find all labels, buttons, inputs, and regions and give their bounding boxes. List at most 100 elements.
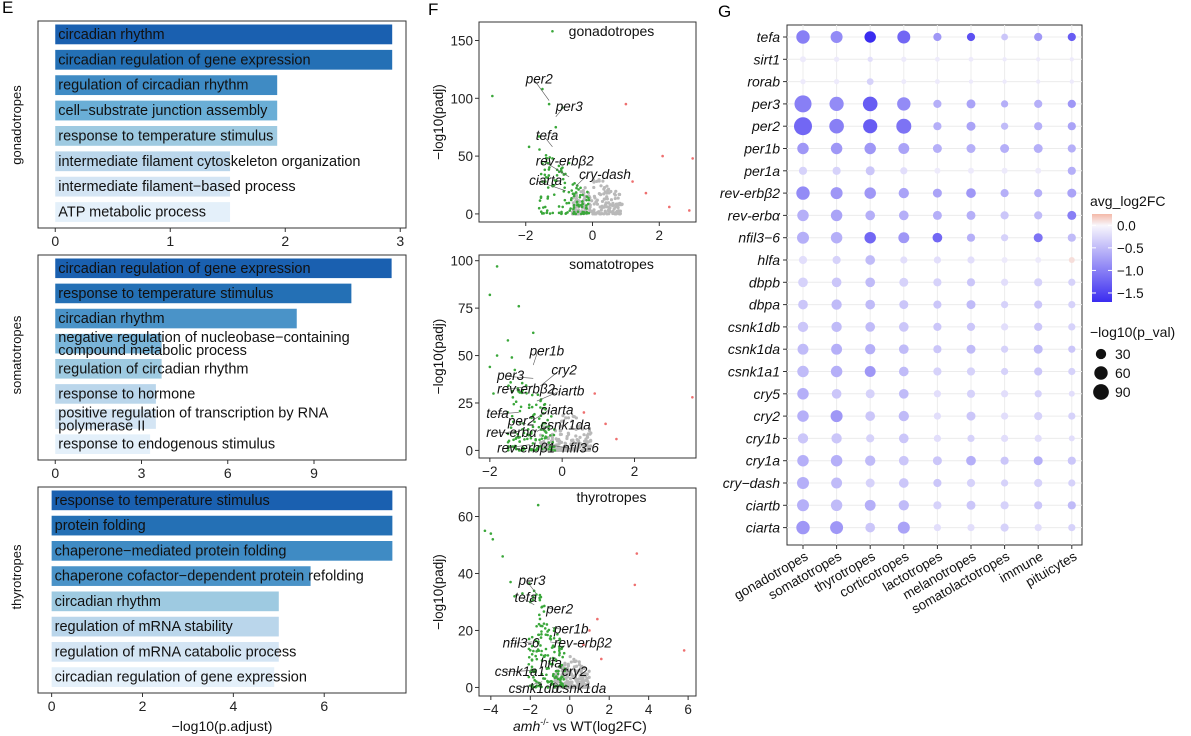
dot bbox=[933, 300, 942, 309]
bar-label: circadian rhythm bbox=[58, 311, 164, 327]
point-ns bbox=[568, 676, 572, 681]
point-down bbox=[534, 654, 537, 658]
bar-label-line: circadian regulation of gene expression bbox=[58, 261, 310, 277]
point-down bbox=[495, 354, 499, 357]
dot bbox=[797, 454, 809, 467]
point-down bbox=[546, 197, 550, 200]
dot bbox=[1000, 456, 1009, 465]
point-down bbox=[537, 206, 541, 210]
point-down bbox=[561, 655, 564, 659]
point-down bbox=[548, 212, 552, 215]
point-down bbox=[551, 644, 555, 647]
bar bbox=[51, 667, 275, 687]
point-down bbox=[547, 168, 551, 171]
dot bbox=[830, 209, 843, 222]
gene-tick-label: cry−dash bbox=[723, 475, 780, 491]
bar bbox=[55, 24, 393, 45]
bar-label-line: circadian rhythm bbox=[55, 594, 161, 610]
point-ns bbox=[587, 675, 591, 679]
point-down bbox=[546, 186, 550, 189]
dot bbox=[933, 122, 942, 131]
label-leader bbox=[502, 670, 535, 673]
point-down bbox=[579, 186, 582, 190]
gene-tick-label: hlfa bbox=[757, 252, 780, 268]
point-down bbox=[585, 204, 588, 207]
dot bbox=[1033, 456, 1043, 466]
subtitle: somatotropes bbox=[9, 315, 24, 394]
dot bbox=[798, 277, 808, 288]
point-down bbox=[489, 532, 493, 535]
point-down bbox=[510, 356, 514, 359]
dot bbox=[1068, 278, 1076, 286]
gene-tick-label: csnk1da bbox=[728, 341, 780, 357]
point-ns bbox=[574, 659, 578, 663]
label-leader bbox=[547, 661, 551, 664]
bar bbox=[55, 434, 151, 454]
point-up bbox=[600, 657, 603, 661]
dot bbox=[966, 144, 976, 153]
dot bbox=[1034, 390, 1042, 398]
point-down bbox=[547, 102, 551, 106]
point-down bbox=[563, 667, 567, 671]
bar bbox=[55, 100, 278, 121]
point-down bbox=[541, 434, 545, 437]
dot bbox=[1068, 523, 1076, 532]
bar-label: circadian regulation of gene expression bbox=[58, 52, 310, 68]
point-ns bbox=[570, 683, 574, 687]
point-down bbox=[561, 166, 564, 169]
size-legend-label: 30 bbox=[1115, 346, 1131, 362]
point-down bbox=[539, 595, 543, 599]
point-ns bbox=[580, 427, 585, 431]
point-down bbox=[563, 186, 566, 189]
point-down bbox=[491, 537, 495, 541]
gene-label: tefa bbox=[515, 590, 538, 605]
point-down bbox=[540, 630, 543, 633]
point-down bbox=[533, 678, 536, 682]
gene-tick-label: per1b bbox=[743, 141, 780, 157]
x-axis-label: amh-/- vs WT(log2FC) bbox=[513, 717, 647, 734]
point-ns bbox=[539, 441, 543, 445]
bar-label-line: circadian regulation of gene expression bbox=[55, 670, 307, 686]
dot bbox=[798, 166, 808, 175]
point-down bbox=[566, 211, 569, 214]
point-down bbox=[586, 202, 590, 206]
point-down bbox=[507, 384, 510, 387]
bar bbox=[55, 333, 162, 354]
x-axis-label-gene: amh bbox=[513, 718, 540, 734]
dot bbox=[1034, 501, 1043, 510]
bar-label-line: compound metabolic process bbox=[58, 343, 247, 359]
point-ns bbox=[583, 186, 587, 190]
label-leader bbox=[575, 175, 588, 187]
point-ns bbox=[572, 447, 576, 451]
dot bbox=[1067, 144, 1076, 153]
point-down bbox=[539, 644, 542, 647]
dot bbox=[797, 343, 809, 355]
x-tick-label: 4 bbox=[645, 702, 653, 717]
point-down bbox=[527, 145, 531, 149]
point-down bbox=[530, 665, 534, 669]
point-down bbox=[548, 660, 551, 663]
point-down bbox=[560, 645, 564, 649]
dot bbox=[966, 389, 976, 398]
point-ns bbox=[617, 192, 621, 196]
point-down bbox=[577, 188, 580, 191]
point-down bbox=[559, 678, 562, 681]
x-tick-label: 2 bbox=[281, 233, 289, 249]
size-legend-label: 60 bbox=[1115, 365, 1131, 381]
dot bbox=[1033, 233, 1043, 243]
point-down bbox=[530, 635, 534, 639]
point-down bbox=[540, 447, 544, 451]
dot bbox=[1034, 211, 1043, 220]
point-down bbox=[536, 503, 540, 507]
dot bbox=[933, 345, 942, 354]
dot bbox=[864, 31, 876, 43]
point-ns bbox=[577, 660, 581, 664]
point-down bbox=[584, 206, 588, 210]
point-down bbox=[529, 670, 532, 674]
point-down bbox=[587, 198, 591, 202]
point-down bbox=[581, 202, 584, 206]
point-down bbox=[512, 438, 515, 442]
label-leader bbox=[526, 580, 537, 594]
dot bbox=[966, 188, 976, 198]
